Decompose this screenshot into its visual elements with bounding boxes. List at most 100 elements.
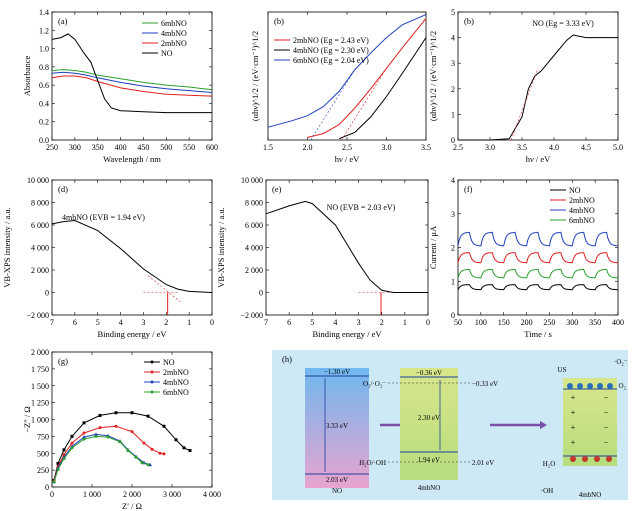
y-axis-label: (αhν)^1/2 / (eV·cm⁻¹)^1/2 bbox=[428, 31, 438, 121]
series-line-4mbNO bbox=[457, 231, 619, 247]
x-tick-label: 3.0 bbox=[382, 143, 392, 152]
o2-couple-label: O₂/·O₂⁻ bbox=[363, 380, 386, 388]
y-tick-label: 2 bbox=[451, 244, 455, 253]
series-line-2mbNO bbox=[307, 18, 427, 138]
point bbox=[118, 440, 122, 444]
series-line-NO bbox=[457, 284, 619, 291]
y-tick-label: 6 000 bbox=[245, 221, 263, 230]
hole-dot bbox=[594, 456, 600, 462]
legend-label: 2mbNO bbox=[161, 39, 187, 48]
y-tick-label: 0.4 bbox=[39, 99, 49, 108]
y-tick-label: 3 bbox=[451, 210, 455, 219]
x-tick-label: 7 bbox=[50, 318, 54, 327]
point bbox=[98, 413, 102, 417]
y-tick-label: 750 bbox=[37, 432, 49, 441]
panel-label: (f) bbox=[464, 184, 473, 194]
series-line-6mbNO bbox=[457, 268, 619, 279]
minus-sign: − bbox=[604, 422, 609, 432]
minus-sign: − bbox=[604, 407, 609, 417]
point bbox=[82, 437, 86, 441]
x-tick-label: 500 bbox=[160, 143, 172, 152]
point bbox=[94, 434, 98, 438]
x-tick-label: 200 bbox=[521, 318, 533, 327]
x-tick-label: 4 000 bbox=[203, 490, 221, 499]
x-tick-label: 5 bbox=[310, 318, 314, 327]
y-tick-label: 0 bbox=[451, 136, 455, 145]
point bbox=[182, 446, 186, 450]
legend-label: NO bbox=[163, 358, 175, 367]
hole-dot bbox=[582, 456, 588, 462]
y-tick-label: 5 bbox=[451, 8, 455, 17]
x-tick-label: 2 000 bbox=[123, 490, 141, 499]
series-line-2mbNO bbox=[51, 75, 213, 97]
y-tick-label: 1.0 bbox=[39, 45, 49, 54]
x-tick-label: 1 bbox=[187, 318, 191, 327]
h2o-label: H₂O bbox=[543, 460, 556, 468]
panel-label: (a) bbox=[58, 16, 68, 26]
point bbox=[70, 441, 74, 445]
y-axis-label: VB-XPS intensity / a.u. bbox=[2, 207, 12, 288]
x-axis-label: hν / eV bbox=[335, 154, 360, 164]
legend-label: 6mbNO (Eg = 2.04 eV) bbox=[293, 56, 369, 65]
legend-marker bbox=[150, 370, 154, 374]
x-tick-label: 2 bbox=[380, 318, 384, 327]
point bbox=[62, 453, 66, 457]
legend-label: 4mbNO (Eg = 2.30 eV) bbox=[293, 46, 369, 55]
y-tick-label: 1 bbox=[451, 110, 455, 119]
x-tick-label: 400 bbox=[612, 318, 624, 327]
x-axis-label: hν / eV bbox=[526, 154, 551, 164]
x-tick-label: 4.0 bbox=[549, 143, 559, 152]
mb-vb-label: 1.94 eV bbox=[418, 456, 440, 464]
electron-dot bbox=[587, 383, 593, 389]
y-tick-label: 0 bbox=[45, 483, 49, 492]
x-tick-label: 2 bbox=[164, 318, 168, 327]
point bbox=[146, 414, 150, 418]
x-tick-label: 150 bbox=[498, 318, 510, 327]
panel-h: (h) −1.30 eV 3.33 eV 2.03 eV NO −0.36 eV 2.30 … bbox=[272, 350, 628, 500]
point bbox=[56, 461, 60, 465]
arrow-2-head bbox=[540, 421, 547, 429]
legend-label: NO bbox=[569, 186, 581, 195]
y-tick-label: 1.4 bbox=[39, 8, 49, 17]
series-line-4mbNO bbox=[51, 219, 213, 293]
annotation: 4mbNO (EVB = 1.94 eV) bbox=[62, 213, 145, 222]
point bbox=[140, 461, 144, 465]
x-tick-label: 3 000 bbox=[163, 490, 181, 499]
plus-sign: + bbox=[571, 422, 576, 432]
y-axis-label: Absorbance bbox=[22, 55, 32, 96]
no-band-box bbox=[305, 368, 369, 488]
hole-dot bbox=[606, 456, 612, 462]
right-band-box bbox=[563, 378, 617, 466]
panel-a: 250 300 350 400 450 500 550 600 0.0 0.2 0.4 0.6 0.8 1… bbox=[22, 8, 218, 164]
minus-sign: − bbox=[604, 392, 609, 402]
legend-label: 4mbNO bbox=[163, 378, 189, 387]
point bbox=[82, 421, 86, 425]
x-tick-label: 350 bbox=[92, 143, 104, 152]
legend-label: NO bbox=[161, 49, 173, 58]
point bbox=[114, 424, 118, 428]
series-line-4mbNO bbox=[338, 37, 427, 140]
point bbox=[134, 455, 138, 459]
y-tick-label: 0 bbox=[45, 289, 49, 298]
point bbox=[56, 467, 60, 471]
legend-marker bbox=[150, 360, 154, 364]
panel-label: (b) bbox=[274, 16, 284, 26]
point bbox=[130, 430, 134, 434]
x-tick-label: 600 bbox=[206, 143, 218, 152]
x-tick-label: 400 bbox=[115, 143, 127, 152]
electron-dot bbox=[567, 383, 573, 389]
y-tick-label: 1 250 bbox=[31, 399, 49, 408]
point bbox=[70, 446, 74, 450]
x-tick-label: 3 bbox=[141, 318, 145, 327]
x-tick-label: 300 bbox=[566, 318, 578, 327]
o2-radical-label: ·O₂⁻ bbox=[614, 358, 628, 366]
legend-label: 2mbNO (Eg = 2.43 eV) bbox=[293, 36, 369, 45]
plus-sign: + bbox=[571, 437, 576, 447]
point bbox=[62, 448, 66, 452]
x-tick-label: 50 bbox=[454, 318, 462, 327]
x-tick-label: 4 bbox=[333, 318, 337, 327]
y-tick-label: 10 000 bbox=[241, 176, 263, 185]
x-tick-label: 1.5 bbox=[263, 143, 273, 152]
legend-marker bbox=[150, 380, 154, 384]
